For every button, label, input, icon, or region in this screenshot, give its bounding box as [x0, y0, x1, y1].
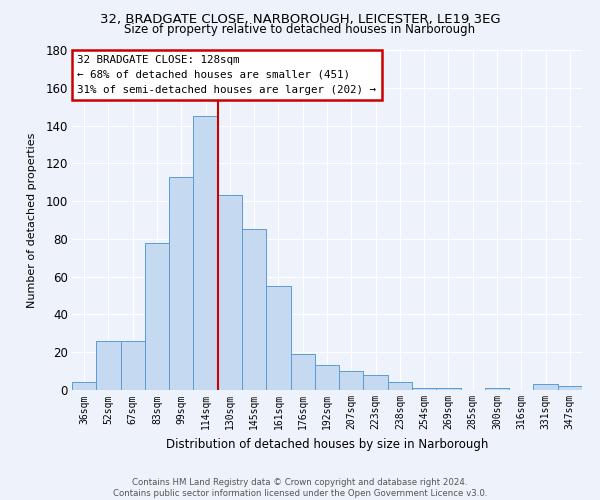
Text: Contains HM Land Registry data © Crown copyright and database right 2024.
Contai: Contains HM Land Registry data © Crown c… [113, 478, 487, 498]
Bar [96, 341, 121, 390]
Bar [169, 176, 193, 390]
Bar [364, 375, 388, 390]
Bar [558, 386, 582, 390]
Bar [290, 354, 315, 390]
Text: 32 BRADGATE CLOSE: 128sqm
← 68% of detached houses are smaller (451)
31% of semi: 32 BRADGATE CLOSE: 128sqm ← 68% of detac… [77, 55, 376, 94]
Text: Size of property relative to detached houses in Narborough: Size of property relative to detached ho… [124, 22, 476, 36]
Bar [121, 341, 145, 390]
Bar [315, 366, 339, 390]
Text: 32, BRADGATE CLOSE, NARBOROUGH, LEICESTER, LE19 3EG: 32, BRADGATE CLOSE, NARBOROUGH, LEICESTE… [100, 12, 500, 26]
Bar [436, 388, 461, 390]
Bar [145, 242, 169, 390]
Bar [266, 286, 290, 390]
Bar [193, 116, 218, 390]
Bar [533, 384, 558, 390]
Bar [412, 388, 436, 390]
Bar [72, 382, 96, 390]
X-axis label: Distribution of detached houses by size in Narborough: Distribution of detached houses by size … [166, 438, 488, 451]
Y-axis label: Number of detached properties: Number of detached properties [27, 132, 37, 308]
Bar [339, 371, 364, 390]
Bar [485, 388, 509, 390]
Bar [242, 230, 266, 390]
Bar [388, 382, 412, 390]
Bar [218, 196, 242, 390]
